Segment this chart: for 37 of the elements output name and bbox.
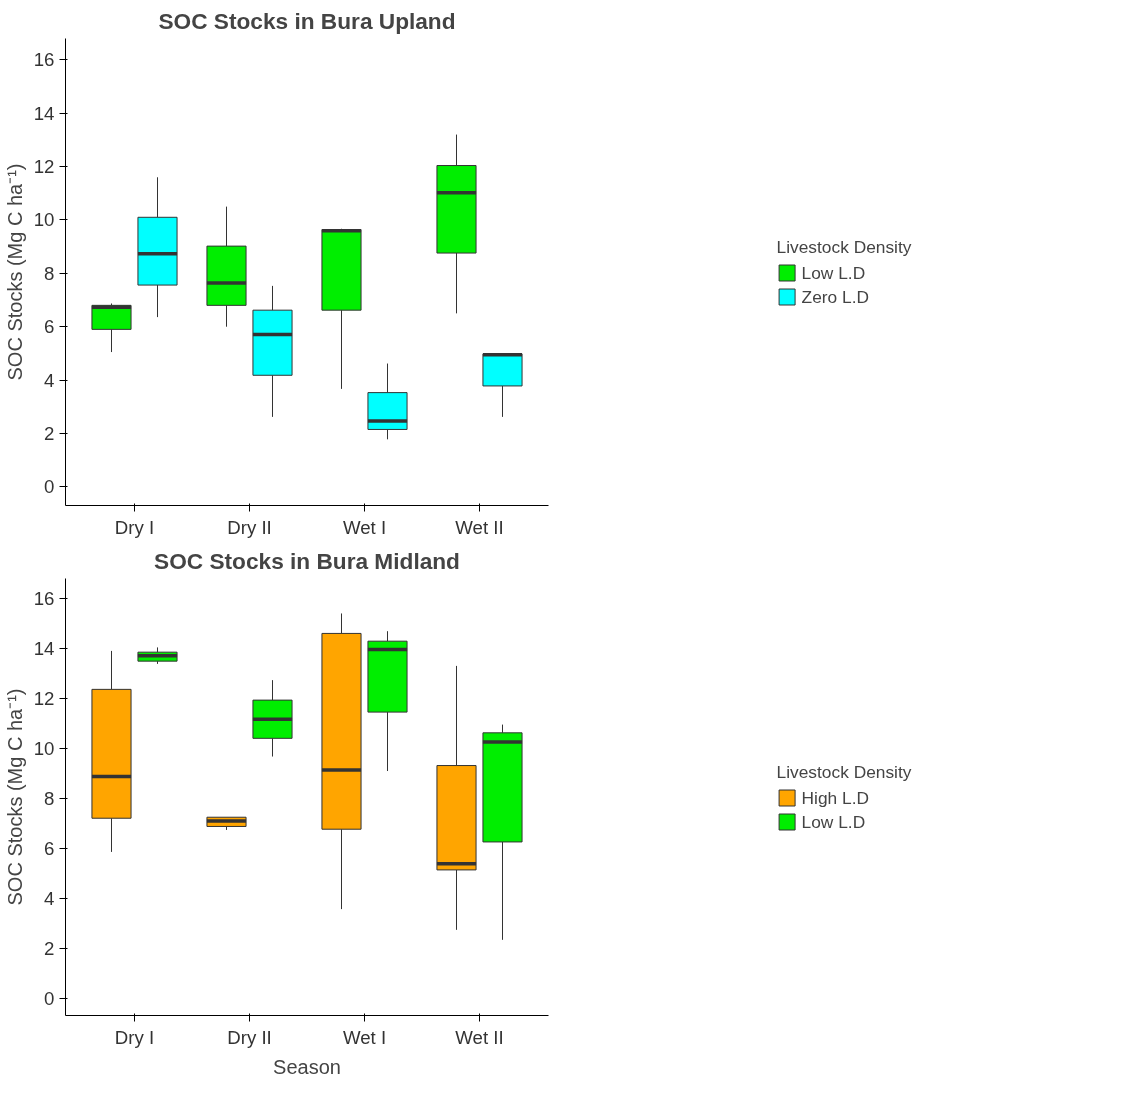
x-tick-label: Dry II bbox=[227, 516, 272, 538]
chart-title: SOC Stocks in Bura Midland bbox=[154, 547, 460, 574]
y-tick-label: 6 bbox=[44, 316, 55, 338]
x-tick-label: Wet II bbox=[455, 516, 504, 538]
y-tick-label: 2 bbox=[44, 422, 55, 444]
x-axis-title: Season bbox=[273, 1055, 341, 1078]
legend-label: Zero L.D bbox=[801, 286, 870, 307]
y-tick-label: 14 bbox=[33, 102, 55, 124]
x-tick-label: Wet II bbox=[455, 1026, 504, 1048]
y-tick-label: 0 bbox=[44, 987, 55, 1009]
y-tick-label: 4 bbox=[44, 369, 55, 391]
y-tick-label: 12 bbox=[33, 687, 55, 709]
y-tick-label: 10 bbox=[33, 737, 55, 759]
legend-label: Low L.D bbox=[801, 262, 866, 283]
x-tick-label: Wet I bbox=[342, 1026, 387, 1048]
y-tick-label: 8 bbox=[44, 262, 55, 284]
x-tick-label: Dry I bbox=[114, 516, 155, 538]
legend-title: Livestock Density bbox=[776, 236, 912, 257]
y-tick-label: 10 bbox=[33, 209, 55, 231]
y-tick-label: 0 bbox=[44, 476, 55, 498]
y-tick-label: 14 bbox=[33, 637, 55, 659]
legend-label: High L.D bbox=[801, 787, 870, 808]
y-axis-title: SOC Stocks (Mg C ha⁻¹) bbox=[3, 688, 26, 906]
x-tick-label: Wet I bbox=[342, 516, 387, 538]
legend-title: Livestock Density bbox=[776, 761, 912, 782]
y-tick-label: 8 bbox=[44, 787, 55, 809]
y-tick-label: 6 bbox=[44, 837, 55, 859]
x-tick-label: Dry II bbox=[227, 1026, 272, 1048]
y-tick-label: 12 bbox=[33, 156, 55, 178]
legend-label: Low L.D bbox=[801, 811, 866, 832]
y-tick-label: 16 bbox=[33, 587, 55, 609]
y-tick-label: 4 bbox=[44, 887, 55, 909]
y-tick-label: 2 bbox=[44, 937, 55, 959]
y-axis-title: SOC Stocks (Mg C ha⁻¹) bbox=[3, 163, 26, 381]
x-tick-label: Dry I bbox=[114, 1026, 155, 1048]
y-tick-label: 16 bbox=[33, 49, 55, 71]
chart-title: SOC Stocks in Bura Upland bbox=[158, 7, 456, 34]
